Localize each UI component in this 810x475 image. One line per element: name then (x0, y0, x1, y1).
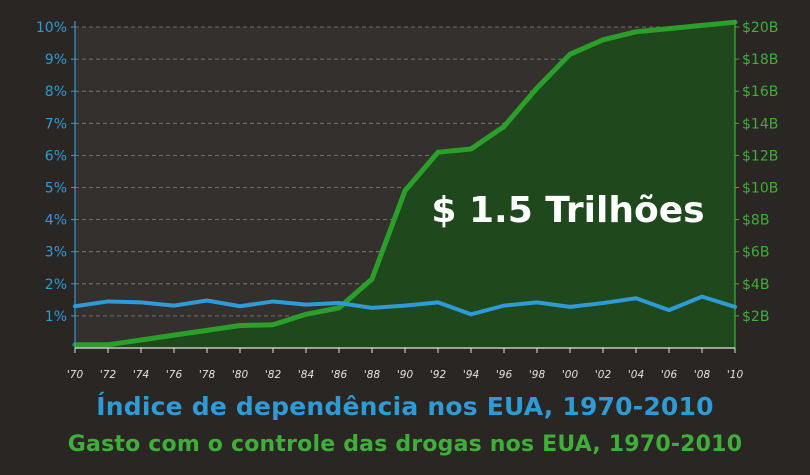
addiction-point-1980 (238, 304, 242, 309)
spending-point-1986 (337, 305, 341, 310)
left-tick-label: 3% (45, 245, 67, 261)
addiction-point-1988 (370, 306, 374, 310)
left-tick-label: 5% (45, 181, 67, 197)
addiction-point-2000 (568, 305, 572, 309)
x-tick-label: '82 (265, 369, 282, 381)
left-tick-label: 7% (45, 116, 67, 132)
x-tick-label: '00 (562, 369, 579, 381)
dual-axis-line-chart: 1% 2% 3% 4% 5% 6% 7% 8% 9% 10% $2B $4B $6B $8B $10B $12… (36, 19, 778, 381)
spending-area-fill (75, 22, 735, 348)
addiction-point-1982 (271, 299, 275, 304)
left-tick-label: 8% (45, 84, 67, 100)
right-tick-label: $10B (742, 181, 778, 197)
right-tick-label: $6B (742, 245, 769, 261)
right-tick-label: $4B (742, 277, 769, 293)
spending-point-1988 (370, 276, 374, 281)
spending-point-1994 (469, 146, 473, 151)
x-tick-label: '84 (298, 369, 314, 381)
left-tick-label: 6% (45, 148, 67, 164)
addiction-point-1998 (535, 300, 539, 305)
left-tick-label: 1% (45, 309, 67, 325)
x-tick-label: '94 (463, 369, 479, 381)
x-tick-label: '78 (199, 369, 216, 381)
addiction-point-1986 (337, 301, 341, 305)
x-tick-label: '02 (595, 369, 612, 381)
x-tick-label: '88 (364, 369, 381, 381)
addiction-point-1978 (205, 298, 209, 303)
spending-point-1982 (271, 322, 275, 327)
x-tick-label: '08 (694, 369, 711, 381)
addiction-point-2002 (601, 301, 605, 305)
spending-point-1990 (403, 188, 407, 193)
addiction-point-1976 (172, 303, 176, 308)
x-tick-label: '90 (397, 369, 414, 381)
x-tick-label: '92 (430, 369, 447, 381)
right-tick-label: $18B (742, 52, 778, 68)
addiction-point-1994 (469, 312, 473, 317)
x-tick-label: '96 (496, 369, 513, 381)
x-tick-label: '86 (331, 369, 348, 381)
left-tick-label: 4% (45, 213, 67, 229)
spending-point-1978 (205, 328, 209, 333)
spending-point-2002 (601, 37, 605, 42)
tick-labels: 1% 2% 3% 4% 5% 6% 7% 8% 9% 10% $2B $4B $6B $8B $10B $12… (36, 20, 778, 381)
spending-point-2004 (634, 29, 638, 34)
chart-title: Índice de dependência nos EUA, 1970-2010 (96, 392, 714, 421)
addiction-point-1996 (502, 303, 506, 308)
right-tick-label: $12B (742, 148, 778, 164)
x-tick-label: '80 (232, 369, 249, 381)
addiction-point-1972 (106, 299, 110, 304)
spending-point-1984 (304, 312, 308, 317)
right-tick-label: $2B (742, 309, 769, 325)
spending-point-1998 (535, 85, 539, 90)
series-lines (72, 19, 738, 348)
x-tick-label: '06 (661, 369, 678, 381)
right-tick-label: $8B (742, 213, 769, 229)
spending-point-1974 (139, 337, 143, 342)
x-tick-label: '72 (100, 369, 117, 381)
x-tick-label: '10 (727, 369, 744, 381)
x-tick-label: '74 (133, 369, 149, 381)
spending-point-1972 (106, 342, 110, 347)
spending-point-2000 (568, 52, 572, 57)
addiction-point-2006 (667, 308, 671, 312)
addiction-point-1990 (403, 303, 407, 308)
spending-point-2008 (700, 23, 704, 28)
right-tick-label: $20B (742, 20, 778, 36)
spending-point-1980 (238, 323, 242, 328)
x-tick-label: '70 (67, 369, 84, 381)
x-tick-label: '04 (628, 369, 644, 381)
addiction-point-1974 (139, 300, 143, 305)
addiction-point-1984 (304, 302, 308, 307)
x-tick-label: '76 (166, 369, 183, 381)
addiction-point-2008 (700, 294, 704, 299)
axes (71, 21, 739, 353)
spending-point-1996 (502, 124, 506, 129)
left-tick-label: 9% (45, 52, 67, 68)
right-tick-label: $16B (742, 84, 778, 100)
right-tick-label: $14B (742, 116, 778, 132)
addiction-point-1992 (436, 300, 440, 305)
left-tick-label: 10% (36, 20, 67, 36)
spending-area (75, 22, 735, 348)
total-spending-annotation: $ 1.5 Trilhões (431, 190, 704, 231)
x-tick-label: '98 (529, 369, 546, 381)
addiction-point-2004 (634, 296, 638, 301)
left-tick-label: 2% (45, 277, 67, 293)
chart-subtitle: Gasto com o controle das drogas nos EUA,… (67, 432, 743, 457)
spending-point-2006 (667, 26, 671, 31)
spending-point-1976 (172, 333, 176, 338)
spending-point-1992 (436, 150, 440, 155)
